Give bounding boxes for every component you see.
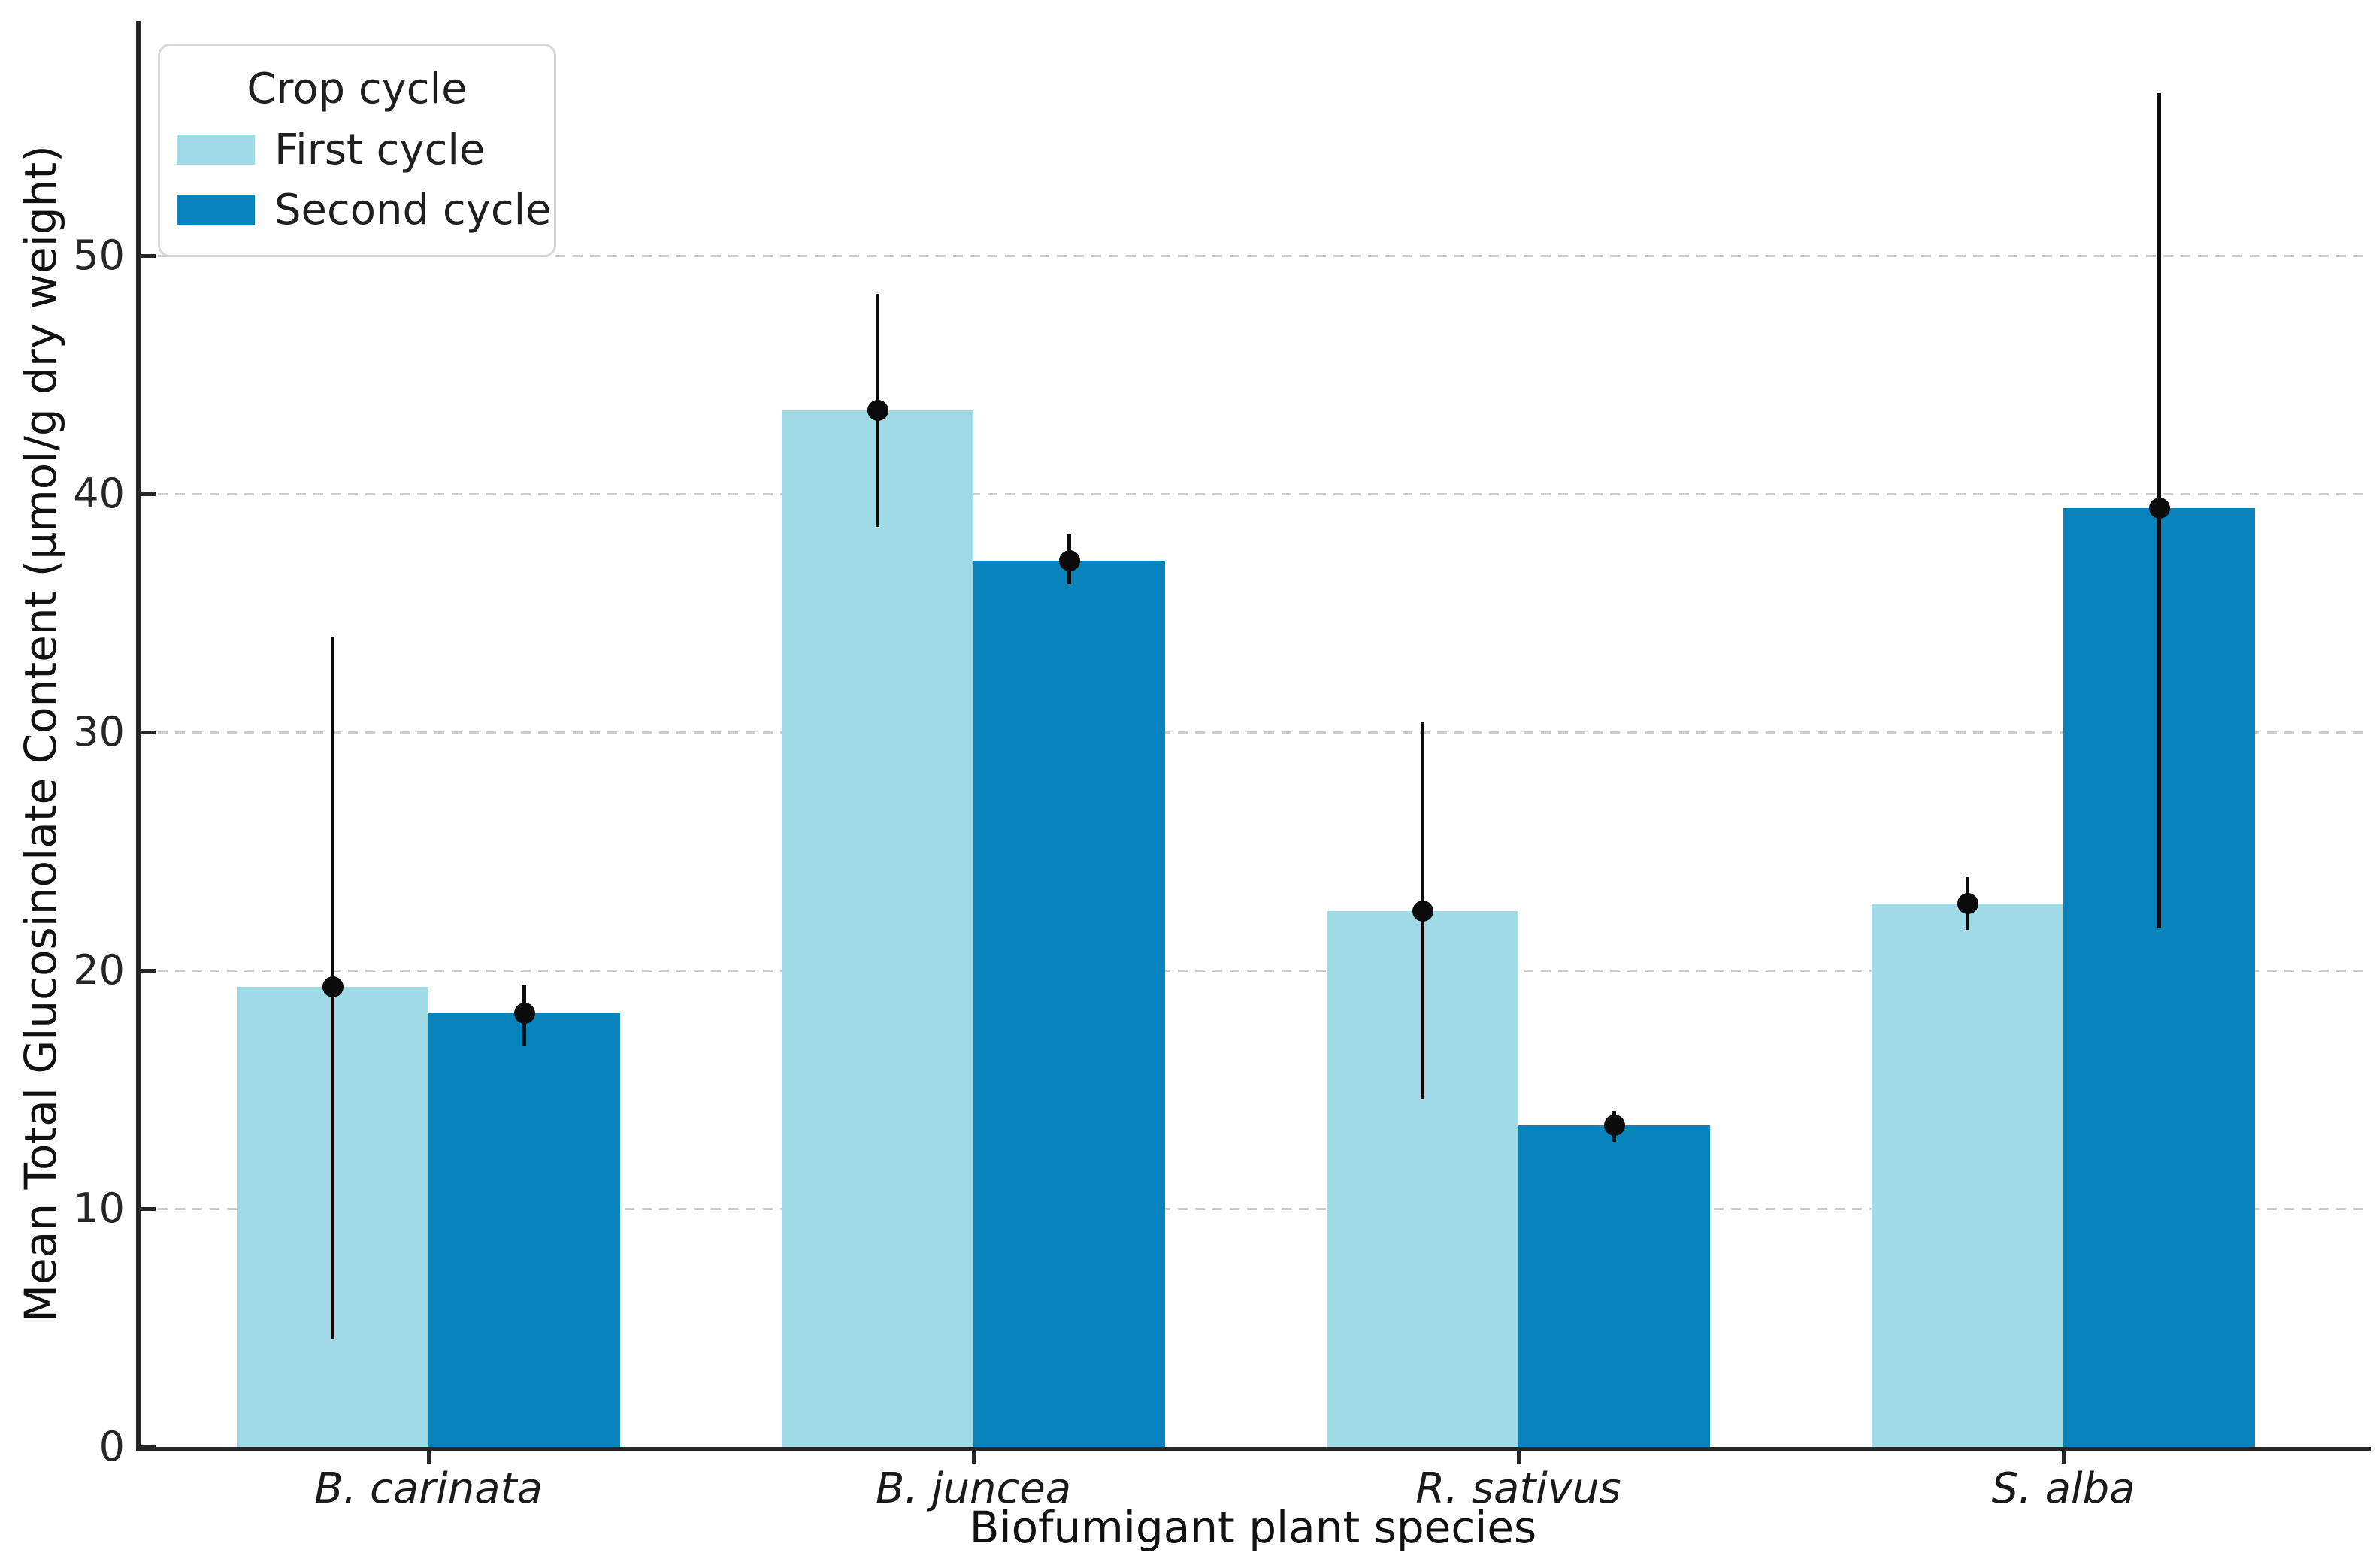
- gridline-y-20: [141, 969, 2368, 972]
- x-tick-label-s-alba: S. alba: [1991, 1464, 2135, 1513]
- y-tick-label-20: 20: [73, 946, 125, 994]
- legend-item-first-cycle: First cycle: [177, 126, 537, 174]
- bar-second-cycle-b-carinata: [428, 1013, 620, 1447]
- mean-marker-first-cycle-s-alba: [1957, 893, 1978, 915]
- mean-marker-first-cycle-b-juncea: [867, 400, 888, 422]
- x-tick-mark-b-carinata: [426, 1451, 431, 1464]
- y-tick-mark-30: [141, 730, 156, 734]
- y-tick-label-50: 50: [73, 232, 125, 279]
- y-tick-mark-0: [141, 1445, 156, 1449]
- mean-marker-second-cycle-r-sativus: [1603, 1115, 1625, 1137]
- y-axis-line: [136, 21, 141, 1451]
- bar-second-cycle-b-juncea: [973, 560, 1165, 1447]
- y-tick-label-30: 30: [73, 708, 125, 755]
- bar-first-cycle-b-juncea: [782, 410, 973, 1447]
- x-axis-title: Biofumigant plant species: [969, 1502, 1537, 1553]
- second-cycle-swatch: [177, 195, 255, 226]
- x-axis-line: [136, 1447, 2371, 1451]
- gridline-y-10: [141, 1207, 2368, 1210]
- legend-item-label: Second cycle: [274, 185, 552, 235]
- x-tick-mark-r-sativus: [1516, 1451, 1521, 1464]
- y-tick-label-0: 0: [98, 1423, 125, 1470]
- mean-marker-second-cycle-s-alba: [2148, 498, 2170, 519]
- y-tick-mark-50: [141, 253, 156, 258]
- legend: Crop cycle First cycle Second cycle: [158, 44, 556, 257]
- y-axis-title: Mean Total Glucosinolate Content (µmol/g…: [15, 145, 66, 1323]
- y-tick-mark-20: [141, 968, 156, 973]
- mean-marker-second-cycle-b-juncea: [1058, 549, 1080, 571]
- gridline-y-50: [141, 254, 2368, 257]
- x-tick-label-b-juncea: B. juncea: [875, 1464, 1072, 1513]
- bar-second-cycle-r-sativus: [1518, 1125, 1710, 1447]
- y-tick-label-10: 10: [73, 1185, 125, 1232]
- bar-first-cycle-s-alba: [1872, 904, 2063, 1447]
- gridline-y-30: [141, 731, 2368, 734]
- legend-item-label: First cycle: [274, 125, 486, 174]
- mean-marker-second-cycle-b-carinata: [513, 1003, 535, 1025]
- x-tick-mark-b-juncea: [971, 1451, 976, 1464]
- x-tick-mark-s-alba: [2061, 1451, 2066, 1464]
- mean-marker-first-cycle-b-carinata: [322, 976, 344, 998]
- y-tick-mark-10: [141, 1206, 156, 1211]
- y-tick-label-40: 40: [73, 470, 125, 517]
- mean-marker-first-cycle-r-sativus: [1412, 900, 1433, 922]
- legend-item-second-cycle: Second cycle: [177, 186, 552, 235]
- y-tick-mark-40: [141, 492, 156, 496]
- first-cycle-swatch: [177, 135, 255, 165]
- x-tick-label-r-sativus: R. sativus: [1415, 1464, 1621, 1513]
- gridline-y-40: [141, 492, 2368, 495]
- legend-title: Crop cycle: [247, 65, 468, 114]
- x-tick-label-b-carinata: B. carinata: [314, 1464, 543, 1513]
